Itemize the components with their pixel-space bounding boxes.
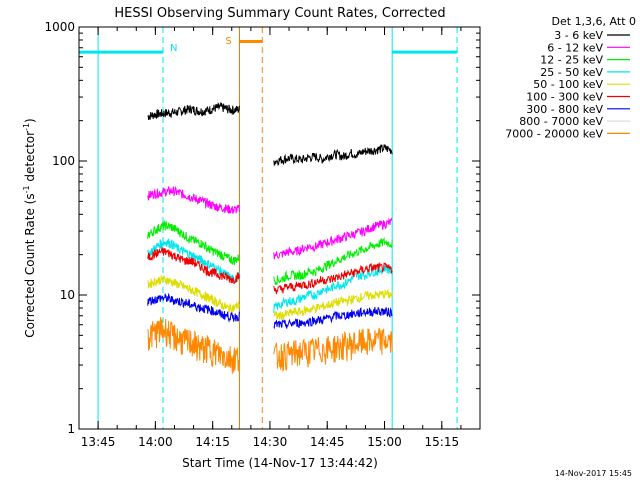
series-line — [147, 238, 240, 284]
legend-label: 300 - 800 keV — [526, 103, 603, 116]
legend-label: 25 - 50 keV — [540, 66, 603, 79]
x-tick-label: 14:30 — [253, 435, 288, 449]
series-line — [273, 217, 393, 260]
y-tick-label: 100 — [52, 154, 75, 168]
series-line — [147, 185, 240, 215]
saa-annotation: S — [225, 36, 231, 47]
x-axis-label: Start Time (14-Nov-17 13:44:42) — [182, 456, 378, 470]
x-tick-label: 13:45 — [81, 435, 116, 449]
plot-area — [79, 27, 458, 429]
series-line — [273, 288, 393, 321]
series-line — [273, 144, 393, 167]
x-tick-label: 14:15 — [195, 435, 230, 449]
legend-header: Det 1,3,6, Att 0 — [552, 15, 636, 28]
y-axis-label: Corrected Count Rate (s-1 detector-1) — [22, 118, 37, 337]
series-line — [273, 307, 393, 330]
y-tick-label: 10 — [60, 288, 75, 302]
series-line — [147, 246, 240, 284]
legend-label: 12 - 25 keV — [540, 54, 603, 67]
legend-label: 7000 - 20000 keV — [505, 127, 603, 140]
legend-label: 50 - 100 keV — [533, 78, 603, 91]
series-line — [147, 316, 240, 374]
series-line — [273, 261, 393, 295]
y-tick-label: 1000 — [44, 20, 75, 34]
x-tick-label: 14:45 — [310, 435, 345, 449]
y-tick-label: 1 — [67, 422, 75, 436]
series-line — [147, 219, 240, 265]
footer-date: 14-Nov-2017 15:45 — [555, 469, 632, 478]
plot-frame — [78, 26, 481, 430]
night-annotation: N — [170, 43, 177, 54]
legend-label: 800 - 7000 keV — [519, 115, 603, 128]
x-tick-label: 15:15 — [425, 435, 460, 449]
legend-label: 6 - 12 keV — [547, 41, 603, 54]
chart-title: HESSI Observing Summary Count Rates, Cor… — [114, 6, 445, 21]
series-line — [273, 327, 393, 373]
axis-ticks: N S 1 10 100 1000 13:45 14:00 14:15 14:30 14:45 15:… — [44, 20, 481, 449]
legend-label: 100 - 300 keV — [526, 91, 603, 104]
series-line — [273, 236, 393, 285]
series-line — [147, 274, 240, 314]
x-tick-label: 14:00 — [138, 435, 173, 449]
legend-label: 3 - 6 keV — [554, 29, 603, 42]
series-line — [147, 101, 240, 121]
x-tick-label: 15:00 — [367, 435, 402, 449]
series-line — [147, 292, 240, 323]
